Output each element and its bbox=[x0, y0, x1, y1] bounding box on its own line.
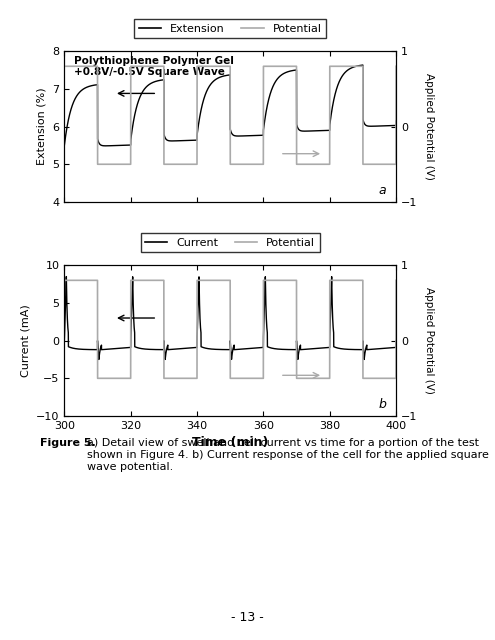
Text: b: b bbox=[378, 399, 386, 412]
Text: Polythiophene Polymer Gel
+0.8V/-0.5V Square Wave: Polythiophene Polymer Gel +0.8V/-0.5V Sq… bbox=[74, 56, 234, 77]
Text: a: a bbox=[378, 184, 386, 197]
Text: a) Detail view of swell and cell current vs time for a portion of the test
shown: a) Detail view of swell and cell current… bbox=[87, 438, 489, 472]
Y-axis label: Applied Potential (V): Applied Potential (V) bbox=[424, 287, 434, 394]
Legend: Current, Potential: Current, Potential bbox=[141, 233, 320, 252]
Text: - 13 -: - 13 - bbox=[231, 611, 264, 624]
Y-axis label: Applied Potential (V): Applied Potential (V) bbox=[424, 73, 434, 180]
Y-axis label: Current (mA): Current (mA) bbox=[21, 304, 31, 377]
Y-axis label: Extension (%): Extension (%) bbox=[37, 88, 47, 165]
Legend: Extension, Potential: Extension, Potential bbox=[135, 19, 326, 38]
Text: Figure 5.: Figure 5. bbox=[40, 438, 96, 449]
X-axis label: Time (min): Time (min) bbox=[192, 436, 268, 449]
